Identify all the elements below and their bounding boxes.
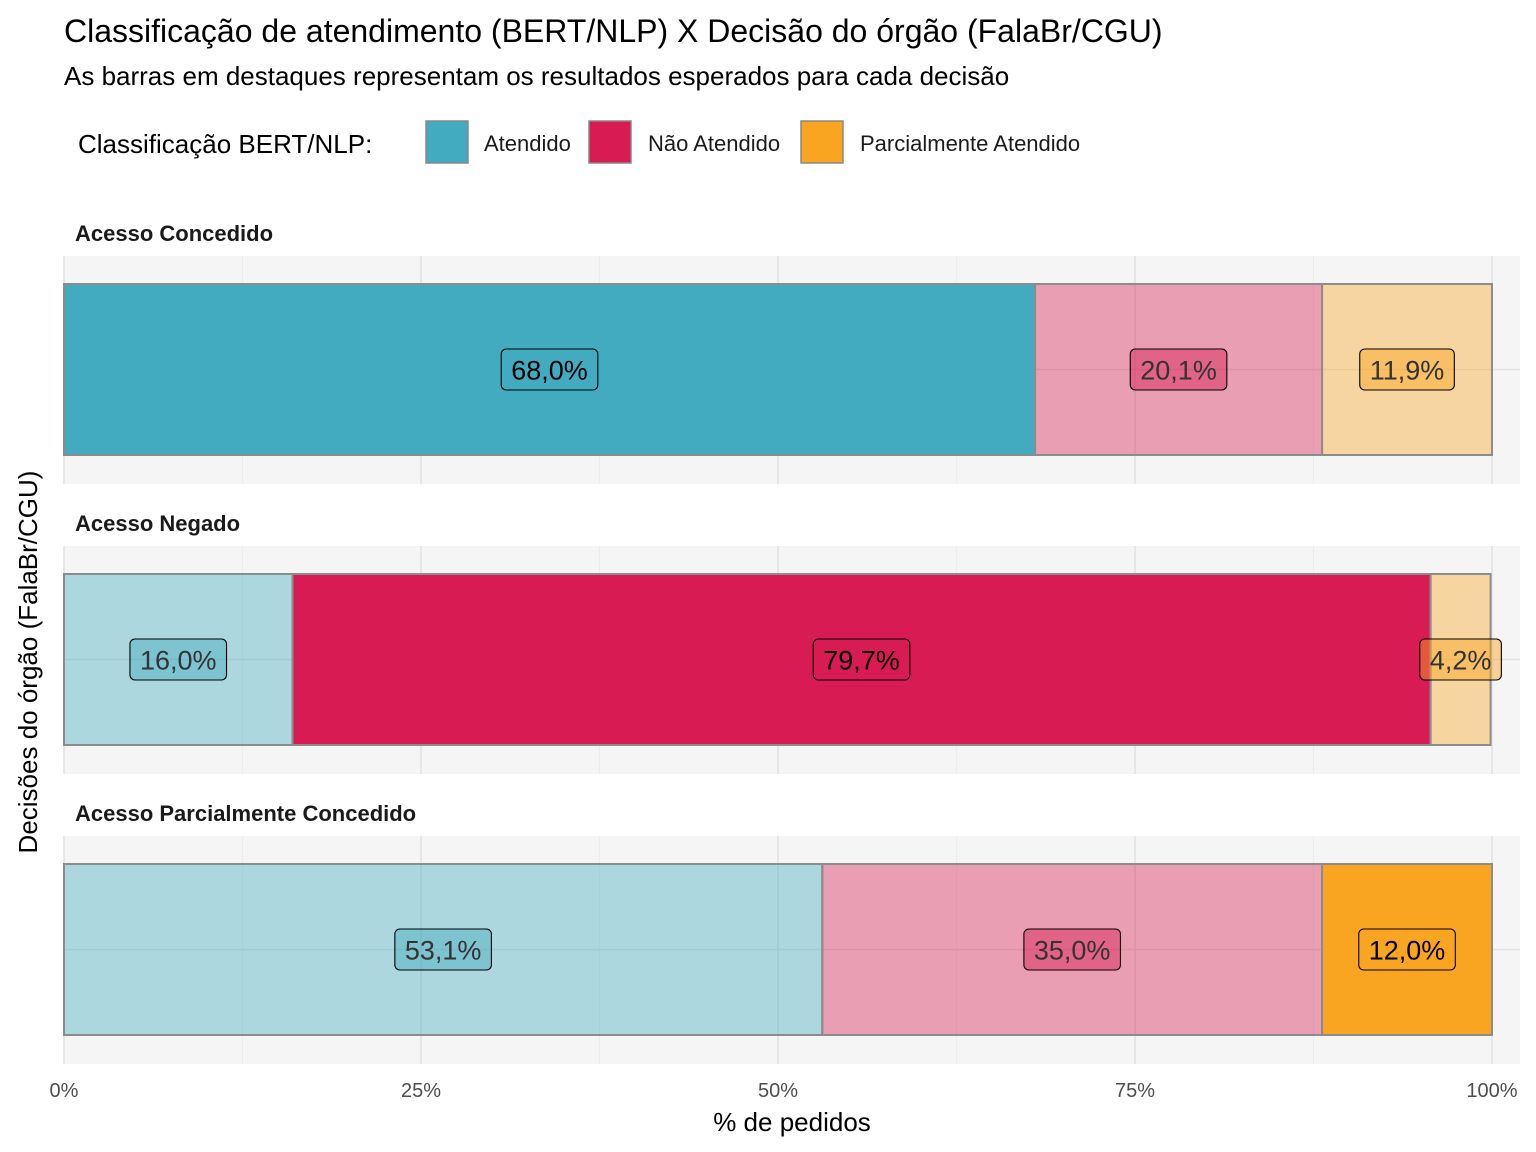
data-label-box <box>1023 928 1121 971</box>
facet-label: Acesso Parcialmente Concedido <box>75 801 416 826</box>
data-label-text: 68,0% <box>511 356 588 386</box>
chart-title: Classificação de atendimento (BERT/NLP) … <box>64 13 1163 49</box>
data-label-parcialmente-atendido: 11,9% <box>1359 348 1455 391</box>
data-label-box <box>1129 348 1228 391</box>
x-tick-label: 50% <box>758 1080 798 1102</box>
data-label-atendido: 68,0% <box>500 348 599 391</box>
legend-key-parcialmente-atendido <box>800 120 844 164</box>
x-tick-label: 75% <box>1115 1080 1155 1102</box>
bar-segment-atendido <box>63 573 294 746</box>
data-label-text: 53,1% <box>405 936 482 966</box>
data-label-box <box>1419 638 1502 681</box>
data-label-text: 4,2% <box>1430 646 1492 676</box>
data-label-nao-atendido: 20,1% <box>1129 348 1228 391</box>
facet-panels: Acesso Concedido 68,0% 20,1% 11,9% Acesso Ne… <box>63 221 1520 1064</box>
legend-label-parcialmente-atendido: Parcialmente Atendido <box>860 131 1080 156</box>
data-label-atendido: 53,1% <box>394 928 492 971</box>
facet-panel-acesso-negado: Acesso Negado 16,0% 79,7% 4,2% <box>63 511 1520 774</box>
data-label-text: 79,7% <box>823 646 900 676</box>
legend-key-nao-atendido <box>588 120 632 164</box>
data-label-parcialmente-atendido: 4,2% <box>1419 638 1502 681</box>
legend-label-nao-atendido: Não Atendido <box>648 131 780 156</box>
data-label-box <box>1359 348 1455 391</box>
data-label-parcialmente-atendido: 12,0% <box>1358 928 1456 971</box>
facet-panel-acesso-parcialmente-concedido: Acesso Parcialmente Concedido 53,1% 35,0% 1… <box>63 801 1520 1064</box>
x-tick-label: 0% <box>50 1080 79 1102</box>
bar-segment-nao-atendido <box>821 863 1324 1036</box>
legend-key-atendido <box>425 120 469 164</box>
data-label-box <box>394 928 492 971</box>
x-axis-title: % de pedidos <box>713 1107 871 1137</box>
data-label-text: 35,0% <box>1034 936 1111 966</box>
bar-segment-parcialmente-atendido <box>1429 573 1492 746</box>
data-label-box <box>500 348 599 391</box>
x-tick-label: 25% <box>401 1080 441 1102</box>
data-label-atendido: 16,0% <box>129 638 228 681</box>
data-label-box <box>812 638 911 681</box>
chart-subtitle: As barras em destaques representam os re… <box>64 61 1009 91</box>
data-label-box <box>129 638 228 681</box>
data-label-text: 16,0% <box>140 646 217 676</box>
legend-label-atendido: Atendido <box>484 131 571 156</box>
facet-label: Acesso Negado <box>75 511 240 536</box>
facet-panel-acesso-concedido: Acesso Concedido 68,0% 20,1% 11,9% <box>63 221 1520 484</box>
data-label-text: 11,9% <box>1370 356 1445 386</box>
facet-label: Acesso Concedido <box>75 221 273 246</box>
data-label-box <box>1358 928 1456 971</box>
y-axis-title: Decisões do órgão (FalaBr/CGU) <box>13 471 43 854</box>
data-label-nao-atendido: 79,7% <box>812 638 911 681</box>
legend: Classificação BERT/NLP: Atendido Não Aten… <box>78 120 1080 164</box>
bar-segment-nao-atendido <box>1034 283 1324 456</box>
legend-title: Classificação BERT/NLP: <box>78 129 372 159</box>
bar-segment-atendido <box>63 863 824 1036</box>
bar-segment-parcialmente-atendido <box>1321 283 1493 456</box>
data-label-nao-atendido: 35,0% <box>1023 928 1121 971</box>
data-label-text: 12,0% <box>1369 936 1446 966</box>
legend-items: Atendido Não Atendido Parcialmente Atendid… <box>425 120 1080 164</box>
data-label-text: 20,1% <box>1140 356 1217 386</box>
x-axis: 0% 25% 50% 75% 100% <box>50 1080 1518 1102</box>
x-tick-label: 100% <box>1466 1080 1517 1102</box>
